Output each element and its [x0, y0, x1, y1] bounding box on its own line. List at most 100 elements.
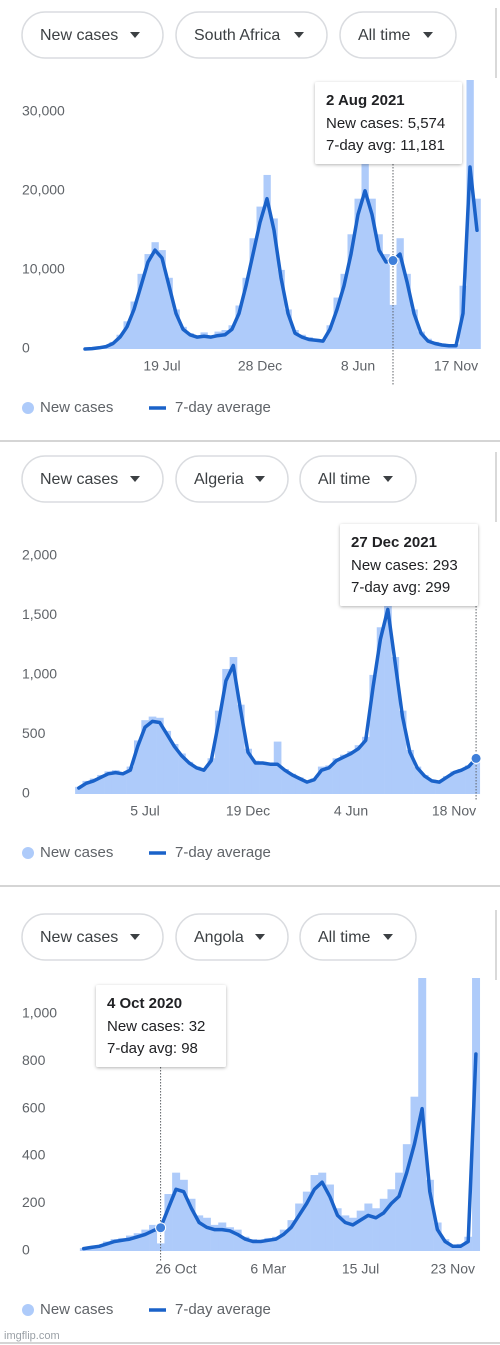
line: [77, 607, 478, 790]
dropdown-caret: [294, 32, 304, 38]
bar: [89, 778, 98, 794]
bar: [473, 198, 481, 349]
bar: [102, 1241, 111, 1251]
bar: [441, 1239, 450, 1251]
bar: [158, 250, 166, 349]
tooltip-line: New cases: 5,574: [326, 115, 445, 132]
y-tick-label: 1,000: [22, 1004, 57, 1020]
legend-label: 7-day average: [175, 399, 271, 416]
bar: [270, 218, 278, 349]
bar: [326, 325, 334, 349]
filter-dropdown[interactable]: [21, 11, 164, 59]
bar: [179, 1179, 188, 1251]
bar: [298, 334, 306, 349]
bar: [225, 1227, 234, 1251]
bar: [256, 206, 264, 349]
bar: [288, 773, 297, 794]
filter-dropdown[interactable]: [21, 913, 164, 961]
bar: [387, 1189, 396, 1251]
bar: [266, 763, 275, 794]
bar: [333, 297, 341, 349]
filter-label: New cases: [40, 27, 118, 44]
bar: [417, 331, 425, 349]
bar: [341, 1215, 350, 1251]
bar: [126, 766, 135, 794]
bar: [137, 273, 145, 349]
y-tick-label: 800: [22, 1052, 46, 1068]
bar: [332, 758, 341, 794]
bar: [319, 339, 327, 349]
legend-label: 7-day average: [175, 1301, 271, 1318]
y-tick-label: 2,000: [22, 547, 57, 563]
bar: [284, 309, 292, 349]
bar: [376, 627, 385, 794]
bar: [391, 657, 400, 794]
bar: [272, 1236, 281, 1251]
bar: [431, 341, 439, 349]
bar: [193, 335, 201, 349]
tooltip-box: [340, 524, 478, 606]
hover-point: [470, 752, 482, 764]
bar: [325, 1184, 334, 1251]
bar: [420, 774, 429, 794]
bar: [396, 238, 404, 349]
bar: [249, 238, 257, 349]
y-tick-label: 200: [22, 1194, 46, 1210]
y-tick-label: 1,000: [22, 666, 57, 682]
bar: [148, 716, 157, 794]
bar: [186, 333, 194, 349]
bar: [305, 337, 313, 349]
x-tick-label: 5 Jul: [130, 803, 160, 819]
bar: [97, 774, 105, 794]
tooltip-line: 7-day avg: 98: [107, 1040, 198, 1057]
bar: [291, 330, 299, 349]
filter-label: All time: [318, 929, 371, 946]
bar: [339, 754, 348, 794]
legend-swatch: [22, 847, 34, 859]
filter-dropdown[interactable]: [21, 455, 164, 503]
bar: [172, 309, 180, 349]
bar: [202, 1217, 211, 1251]
bar: [403, 273, 411, 349]
bar: [256, 1240, 265, 1251]
bar: [413, 766, 422, 794]
filter-dropdown[interactable]: [175, 11, 328, 59]
bar: [200, 332, 208, 349]
filter-dropdown[interactable]: [175, 913, 289, 961]
filter-dropdown[interactable]: [339, 11, 457, 59]
filter-dropdown[interactable]: [299, 455, 417, 503]
bar: [310, 778, 319, 794]
filter-dropdown[interactable]: [299, 913, 417, 961]
bar: [362, 736, 370, 794]
tooltip-box: [96, 985, 226, 1067]
x-tick-label: 19 Jul: [143, 358, 180, 374]
bar: [302, 1191, 311, 1251]
bar: [368, 198, 376, 349]
bar: [379, 1198, 388, 1251]
bar: [303, 780, 311, 794]
bar: [410, 1096, 419, 1251]
bar: [251, 760, 260, 794]
bar: [242, 277, 250, 349]
bar: [424, 338, 432, 349]
bar: [347, 234, 355, 349]
bar: [151, 242, 159, 349]
bar: [235, 305, 243, 349]
bar: [156, 717, 164, 794]
bar: [236, 704, 245, 794]
bar: [450, 771, 458, 794]
bar: [263, 174, 271, 349]
dropdown-caret: [130, 32, 140, 38]
bar: [111, 770, 120, 794]
bar: [144, 254, 152, 349]
bar: [192, 766, 201, 794]
bar: [165, 277, 173, 349]
bar: [375, 234, 383, 349]
x-tick-label: 26 Oct: [155, 1261, 196, 1277]
bar: [82, 780, 91, 794]
filter-dropdown[interactable]: [175, 455, 289, 503]
bar: [398, 710, 407, 794]
hover-point: [155, 1222, 167, 1234]
bar: [178, 753, 186, 794]
y-tick-label: 400: [22, 1147, 46, 1163]
